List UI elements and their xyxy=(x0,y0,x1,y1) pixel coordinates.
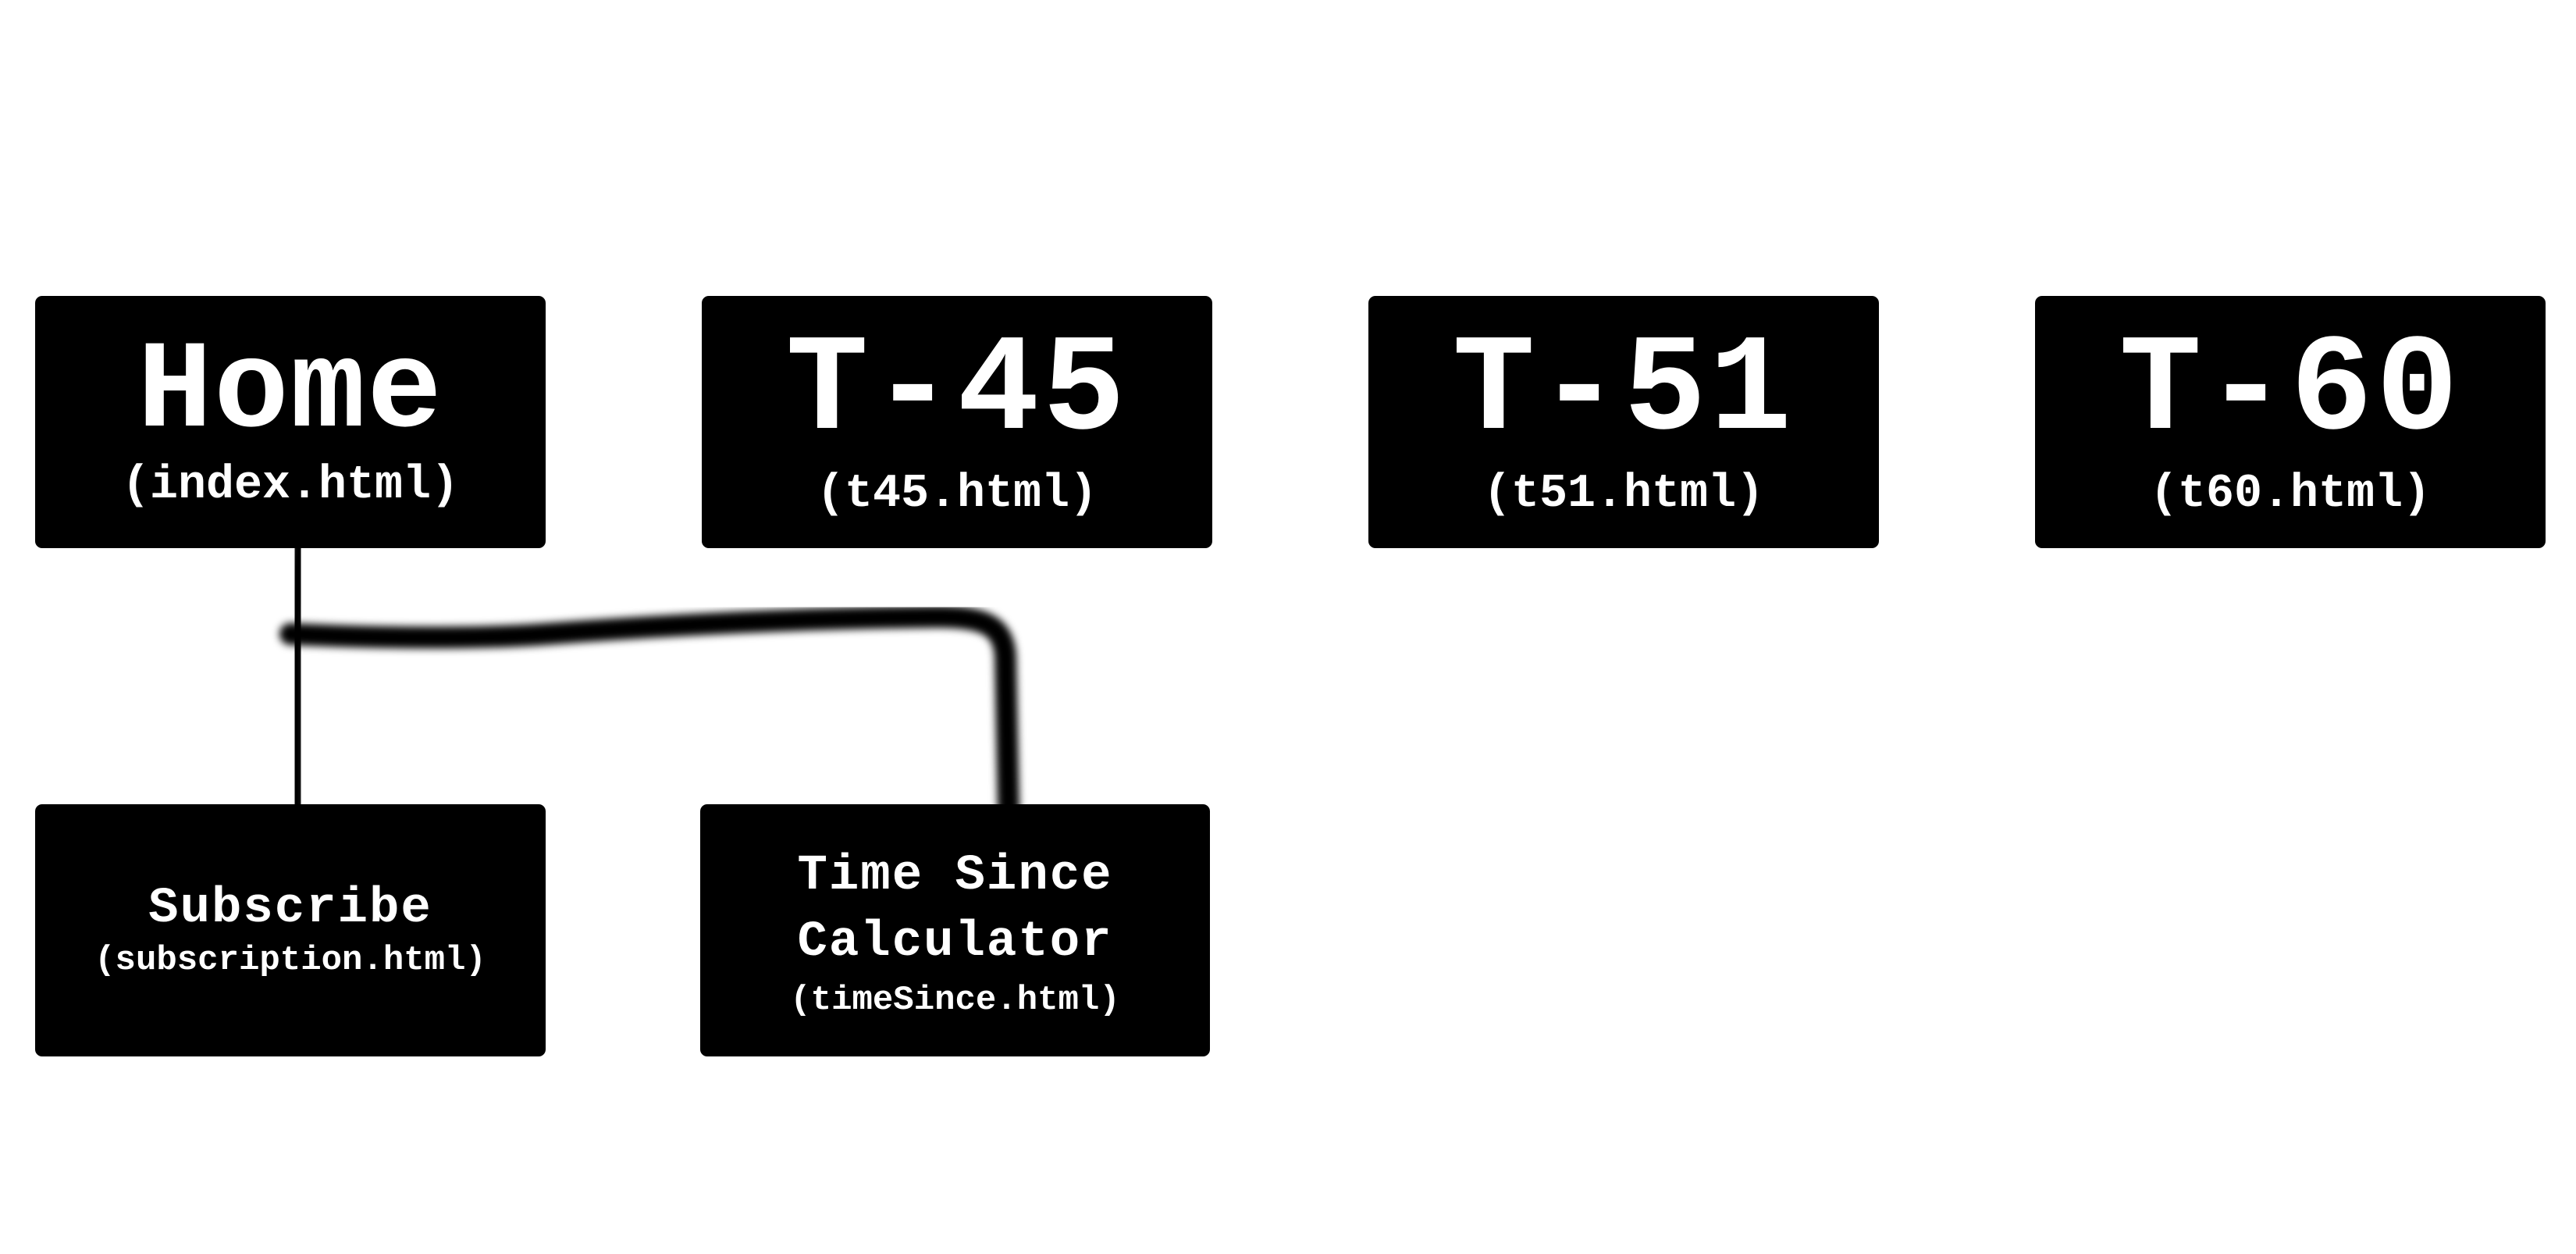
node-t60-file: (t60.html) xyxy=(2149,467,2432,521)
edge-home-timesince xyxy=(279,606,1019,819)
node-t51-title: T-51 xyxy=(1452,312,1795,469)
node-t60-title: T-60 xyxy=(2119,312,2462,469)
node-subscribe[interactable]: Subscribe (subscription.html) xyxy=(35,804,546,1056)
node-t45-title: T-45 xyxy=(785,312,1129,469)
node-t51[interactable]: T-51 (t51.html) xyxy=(1368,296,1879,548)
node-t60[interactable]: T-60 (t60.html) xyxy=(2035,296,2546,548)
node-home[interactable]: Home (index.html) xyxy=(35,296,546,548)
edge-home-subscribe xyxy=(284,536,311,819)
node-home-title: Home xyxy=(137,322,444,464)
node-timesince[interactable]: Time Since Calculator (timeSince.html) xyxy=(700,804,1210,1056)
node-timesince-file: (timeSince.html) xyxy=(790,980,1120,1020)
node-subscribe-title: Subscribe xyxy=(148,880,432,937)
node-t51-file: (t51.html) xyxy=(1482,467,1765,521)
node-subscribe-file: (subscription.html) xyxy=(94,940,486,980)
node-home-file: (index.html) xyxy=(121,458,460,512)
node-t45[interactable]: T-45 (t45.html) xyxy=(702,296,1212,548)
node-timesince-title: Time Since Calculator xyxy=(797,848,1113,971)
node-t45-file: (t45.html) xyxy=(816,467,1098,521)
